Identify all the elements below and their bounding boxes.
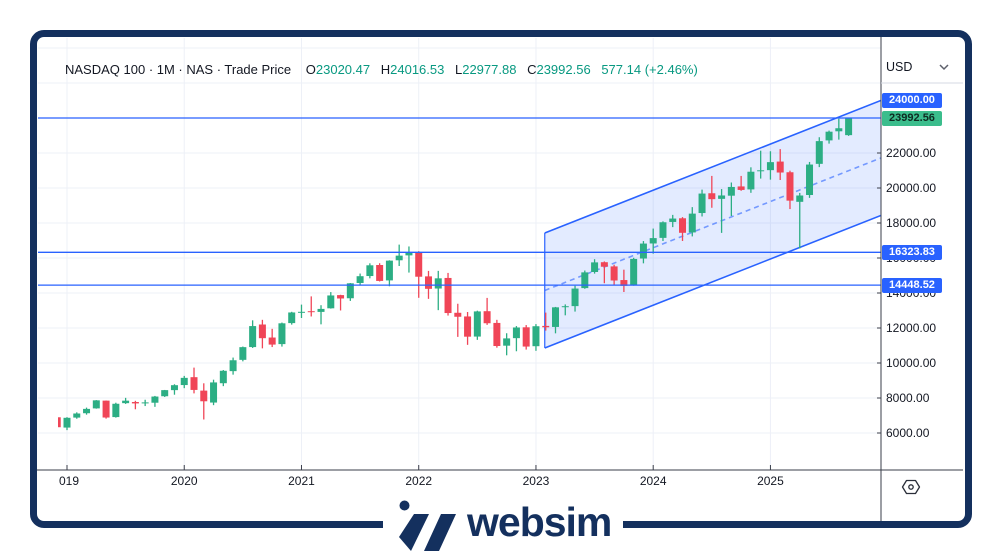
price-axis-label: 6000.00 [886, 426, 930, 440]
chart-legend[interactable]: NASDAQ 100 · 1M · NAS · Trade Price O230… [65, 62, 698, 78]
currency-label: USD [886, 60, 913, 74]
candlestick-series [58, 117, 853, 431]
ohlc-high-key: H [380, 62, 391, 77]
price-line-label: 16323.83 [882, 244, 942, 260]
time-axis-label: 2021 [288, 474, 315, 488]
hexagon-dot-icon[interactable] [898, 477, 924, 497]
time-axis-label: 2022 [405, 474, 433, 488]
ohlc-open-value: 23020.47 [315, 62, 371, 77]
ohlc-low-value: 22977.88 [462, 62, 517, 77]
ohlc-close-value: 23992.56 [536, 62, 591, 77]
price-axis-label: 8000.00 [886, 391, 930, 405]
price-axis-label: 20000.00 [886, 181, 937, 195]
price-line-label: 14448.52 [882, 277, 942, 293]
ohlc-high-value: 24016.53 [390, 62, 445, 77]
websim-logo-text: websim [467, 499, 612, 545]
change-value: 577.14 (+2.46%) [601, 62, 698, 77]
symbol-title: NASDAQ 100 · 1M · NAS · Trade Price [65, 62, 292, 77]
time-axis-label: 2023 [522, 474, 550, 488]
price-axis-label: 18000.00 [886, 216, 937, 230]
price-axis-label: 22000.00 [886, 146, 937, 160]
price-line-label: 24000.00 [882, 93, 942, 108]
ohlc-low-key: L [454, 62, 463, 77]
price-axis-label: 10000.00 [886, 356, 937, 370]
time-axis-label: 2025 [757, 474, 784, 488]
chevron-down-icon [939, 64, 949, 71]
ohlc-open-key: O [305, 62, 316, 77]
time-axis-label: 2024 [639, 474, 667, 488]
price-axis-label: 12000.00 [886, 321, 937, 335]
ohlc-close-key: C [527, 62, 537, 77]
time-axis-label: 019 [59, 474, 80, 488]
websim-logo-mark [399, 500, 456, 551]
time-axis-label: 2020 [170, 474, 198, 488]
currency-dropdown[interactable]: USD [886, 55, 958, 79]
chart-canvas[interactable] [37, 37, 965, 521]
last-price-label: 23992.56 [882, 110, 942, 126]
